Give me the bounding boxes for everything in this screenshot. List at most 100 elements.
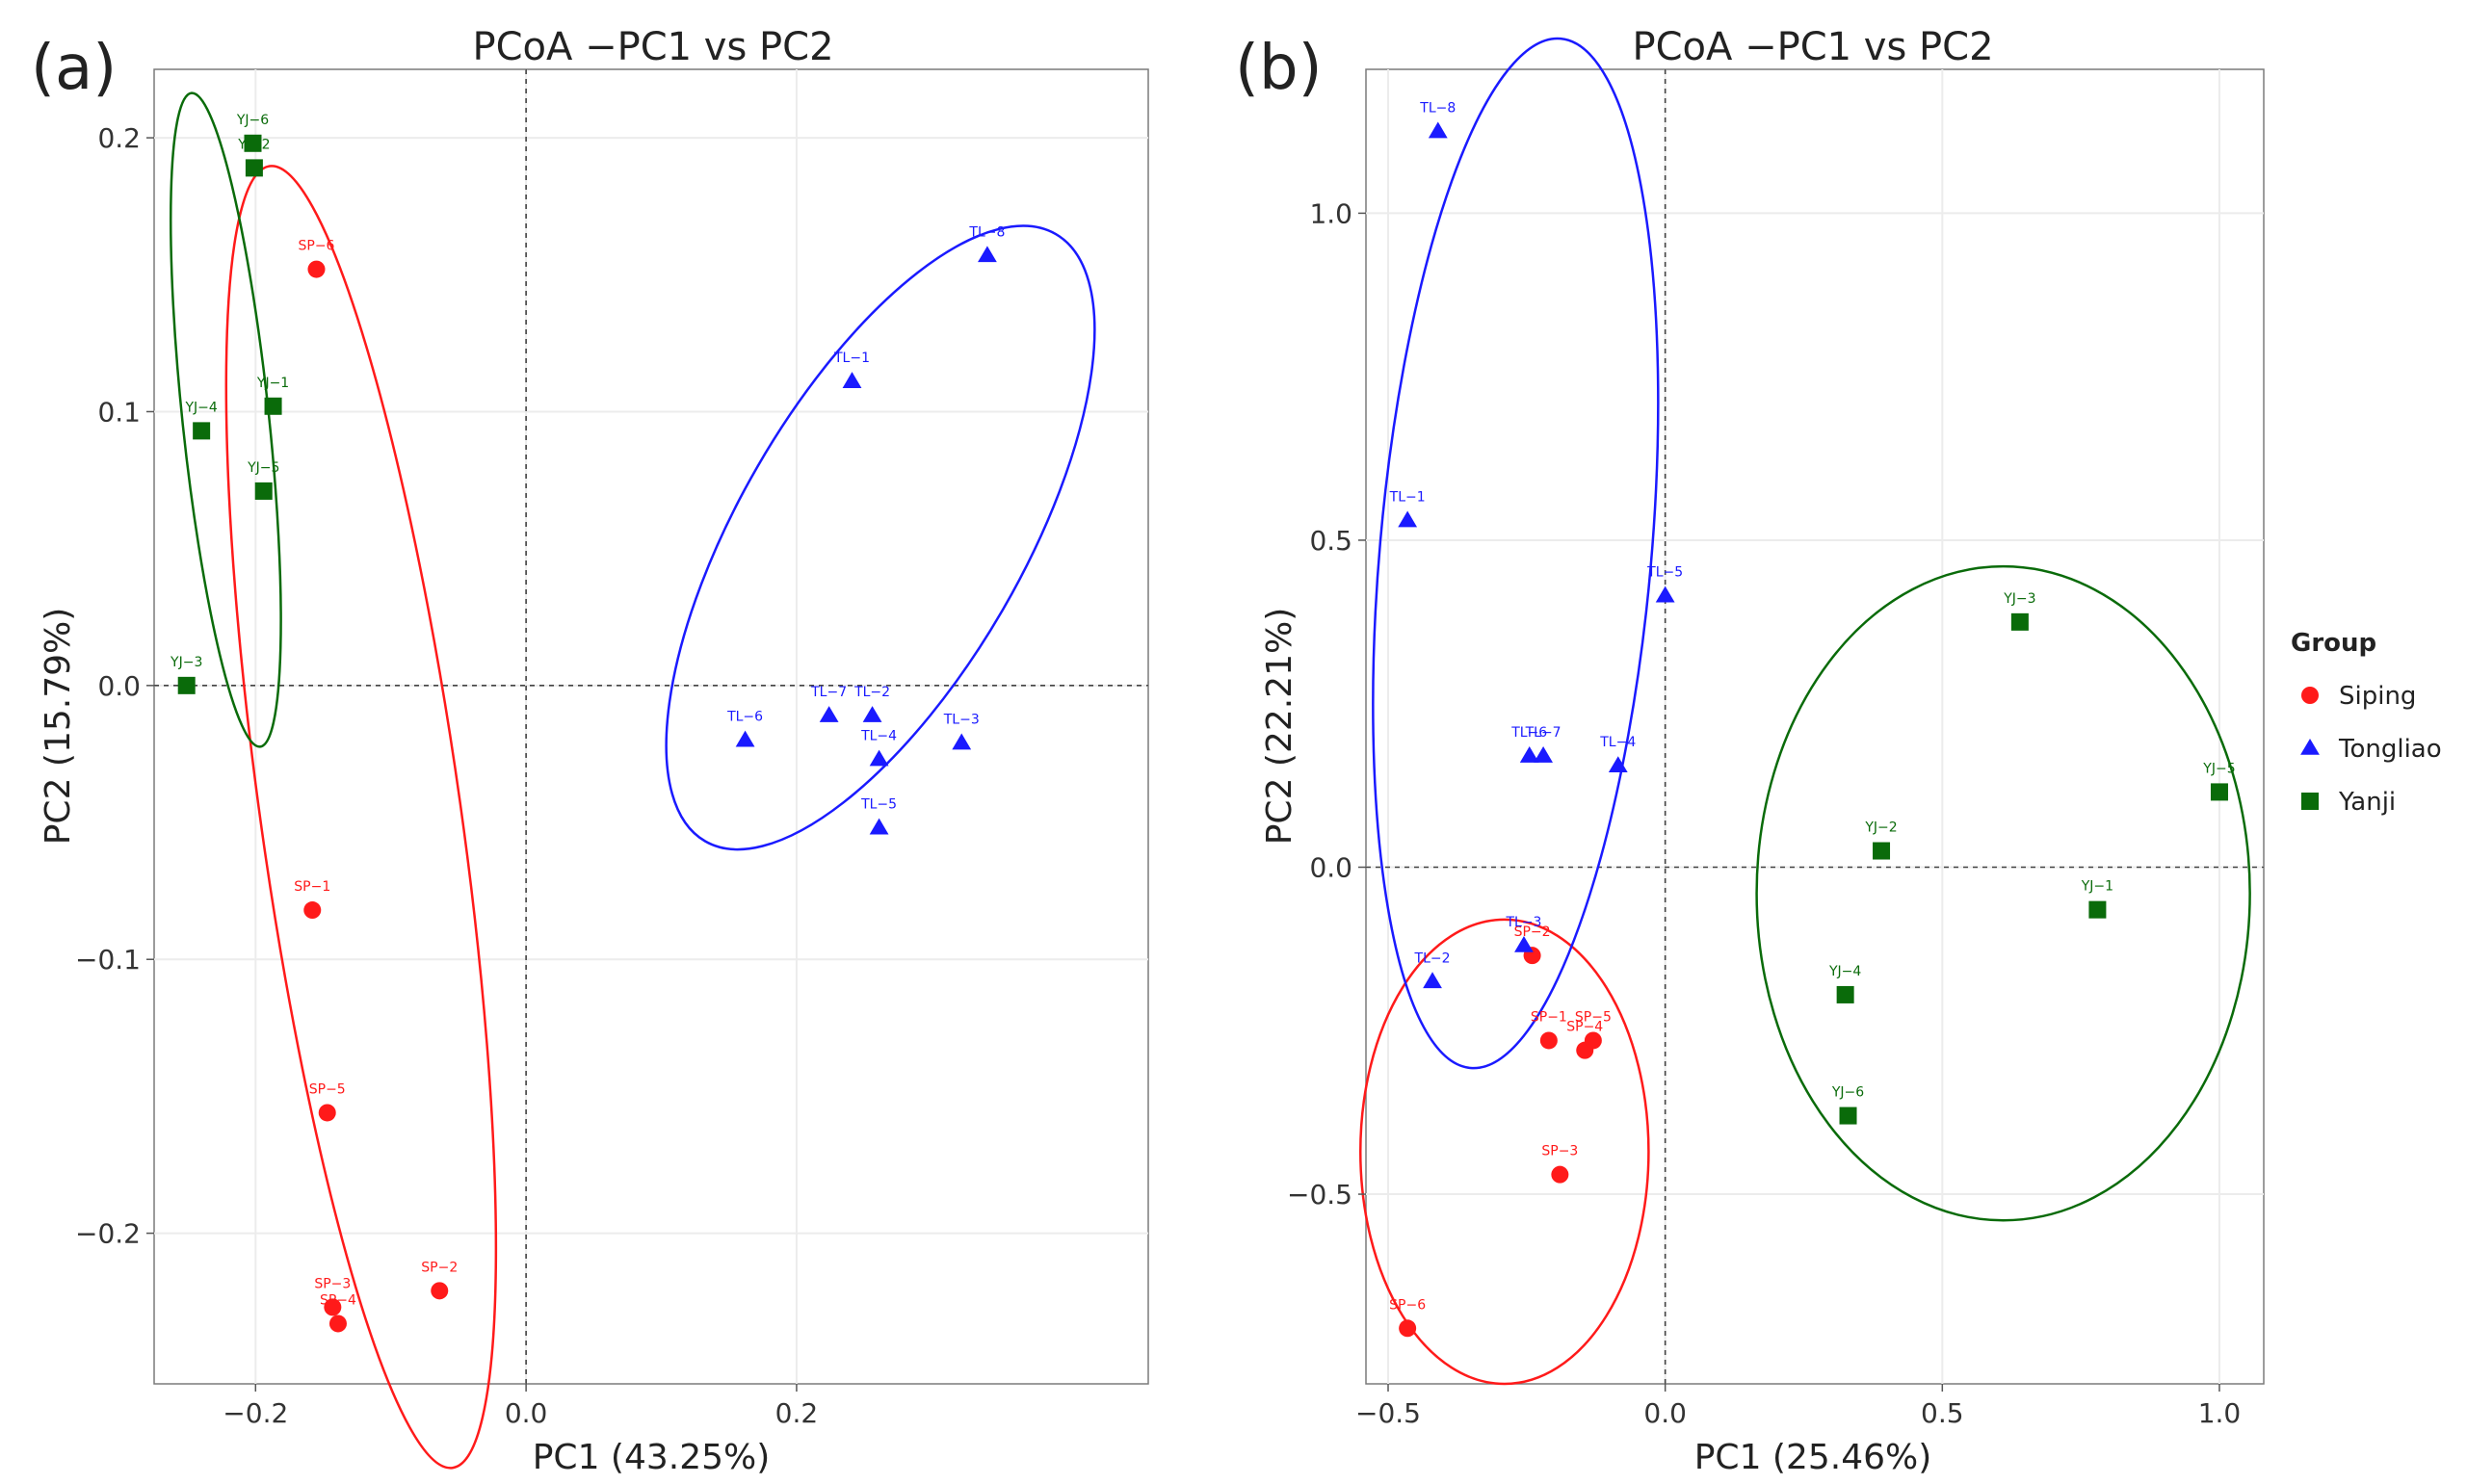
panel-b-ellipses (1358, 37, 2251, 1386)
point-tongliao (1519, 746, 1539, 763)
point-tongliao (842, 372, 862, 388)
panel-b: (b) PCoA −PC1 vs PC2 SP−1SP−2SP−3SP−4SP−… (1235, 25, 2265, 1477)
point-label: SP−5 (1575, 1009, 1612, 1025)
point-label: SP−4 (320, 1292, 356, 1308)
point-tongliao (862, 706, 882, 722)
point-yanji (245, 159, 263, 177)
legend-key-tongliao (2300, 738, 2320, 755)
point-label: TL−1 (833, 351, 870, 366)
point-label: TL−7 (810, 685, 847, 700)
point-label: TL−1 (1389, 490, 1426, 506)
point-label: SP−5 (309, 1081, 346, 1097)
point-label: TL−5 (1646, 565, 1683, 581)
point-tongliao (1514, 935, 1534, 952)
ellipse-tongliao (665, 224, 1096, 851)
panel-b-y-ticks: −0.5 0.0 0.5 1.0 (1287, 197, 1366, 1211)
point-siping (328, 1315, 347, 1333)
point-label: SP−1 (294, 879, 330, 895)
point-yanji (193, 422, 211, 440)
point-siping (318, 1104, 336, 1122)
legend-key-siping (2301, 687, 2319, 704)
point-tongliao (1428, 121, 1448, 139)
legend-title: Group (2291, 629, 2376, 658)
panel-a-points: SP−1 SP−2 SP−3SP−4 SP−5 SP−6 TL−1 TL−2 TL−3 TL−4… (170, 113, 1005, 1333)
point-label: YJ−6 (1831, 1085, 1864, 1101)
legend: Group Siping Tongliao Yanji (2291, 629, 2442, 817)
ellipse-siping (1358, 918, 1650, 1386)
point-label: SP−3 (1541, 1144, 1578, 1159)
legend-label-siping: Siping (2339, 682, 2416, 711)
point-label: TL−6 (1510, 725, 1547, 741)
x-tick-label: 0.0 (505, 1397, 548, 1429)
ellipse-tongliao (1372, 37, 1660, 1070)
point-siping (431, 1282, 449, 1300)
point-tongliao (952, 733, 972, 750)
panel-b-zero-lines (1366, 69, 2264, 1384)
point-label: TL−3 (1505, 915, 1541, 930)
point-label: SP−3 (314, 1276, 351, 1291)
panel-b-plot-area (1365, 68, 2265, 1385)
y-tick-label: 0.0 (97, 670, 141, 702)
panel-a-label: (a) (31, 33, 117, 104)
point-tongliao (735, 730, 755, 747)
panel-a: (a) PCoA −PC1 vs PC2 SP−1 SP−2 SP−3SP−4 SP−… (31, 25, 1149, 1477)
point-label: YJ−4 (1828, 964, 1861, 979)
point-label: YJ−1 (256, 376, 289, 391)
point-yanji (1873, 842, 1891, 860)
panel-a-x-axis-label: PC1 (43.25%) (533, 1438, 771, 1477)
point-siping (307, 260, 326, 278)
point-siping (1399, 1319, 1417, 1338)
x-tick-label: 1.0 (2198, 1397, 2242, 1429)
y-tick-label: 0.5 (1309, 525, 1352, 557)
point-label: TL−5 (860, 797, 897, 813)
point-label: TL−4 (1599, 735, 1636, 750)
point-yanji (244, 134, 262, 152)
point-label: YJ−5 (247, 460, 279, 476)
x-tick-label: 0.2 (775, 1397, 819, 1429)
y-tick-label: −0.5 (1287, 1179, 1352, 1211)
panel-b-title: PCoA −PC1 vs PC2 (1632, 25, 1993, 69)
panel-a-plot-area (153, 68, 1149, 1385)
y-tick-label: 0.1 (97, 396, 141, 428)
point-label: YJ−6 (236, 113, 269, 128)
x-tick-label: −0.2 (223, 1397, 288, 1429)
panel-b-label: (b) (1235, 33, 1323, 104)
y-tick-label: 0.0 (1309, 852, 1352, 884)
ellipse-yanji (1755, 564, 2251, 1222)
y-tick-label: −0.2 (75, 1218, 141, 1250)
point-yanji (2010, 612, 2029, 631)
legend-key-yanji (2301, 793, 2319, 810)
point-label: YJ−3 (170, 655, 202, 670)
x-tick-label: −0.5 (1355, 1397, 1421, 1429)
legend-label-tongliao: Tongliao (2338, 735, 2442, 764)
point-yanji (1836, 985, 1854, 1003)
point-siping (303, 901, 322, 920)
panel-b-x-axis-label: PC1 (25.46%) (1694, 1438, 1932, 1477)
point-label: TL−4 (860, 729, 897, 744)
point-tongliao (869, 818, 889, 835)
point-yanji (177, 676, 196, 694)
point-label: YJ−3 (2003, 591, 2035, 607)
point-label: SP−2 (421, 1260, 458, 1275)
point-label: SP−1 (1531, 1009, 1567, 1025)
point-tongliao (1398, 510, 1418, 528)
point-label: YJ−4 (184, 400, 217, 415)
x-tick-label: 0.0 (1643, 1397, 1687, 1429)
point-tongliao (978, 246, 997, 263)
panel-a-ellipses (169, 91, 1096, 1470)
point-siping (1539, 1031, 1558, 1050)
ellipse-yanji (169, 91, 282, 748)
panel-b-y-axis-label: PC2 (22.21%) (1260, 608, 1299, 846)
point-label: TL−8 (968, 224, 1005, 240)
point-label: SP−4 (1566, 1020, 1603, 1035)
panel-a-title: PCoA −PC1 vs PC2 (472, 25, 833, 69)
point-tongliao (1608, 756, 1628, 773)
panel-b-x-ticks: −0.5 0.0 0.5 1.0 (1355, 1384, 2241, 1429)
panel-a-zero-lines (154, 69, 1148, 1384)
point-label: SP−6 (299, 239, 335, 254)
panel-a-x-ticks: −0.2 0.0 0.2 (223, 1384, 818, 1429)
point-label: TL−2 (1414, 950, 1451, 966)
point-yanji (1839, 1106, 1857, 1125)
x-tick-label: 0.5 (1921, 1397, 1964, 1429)
